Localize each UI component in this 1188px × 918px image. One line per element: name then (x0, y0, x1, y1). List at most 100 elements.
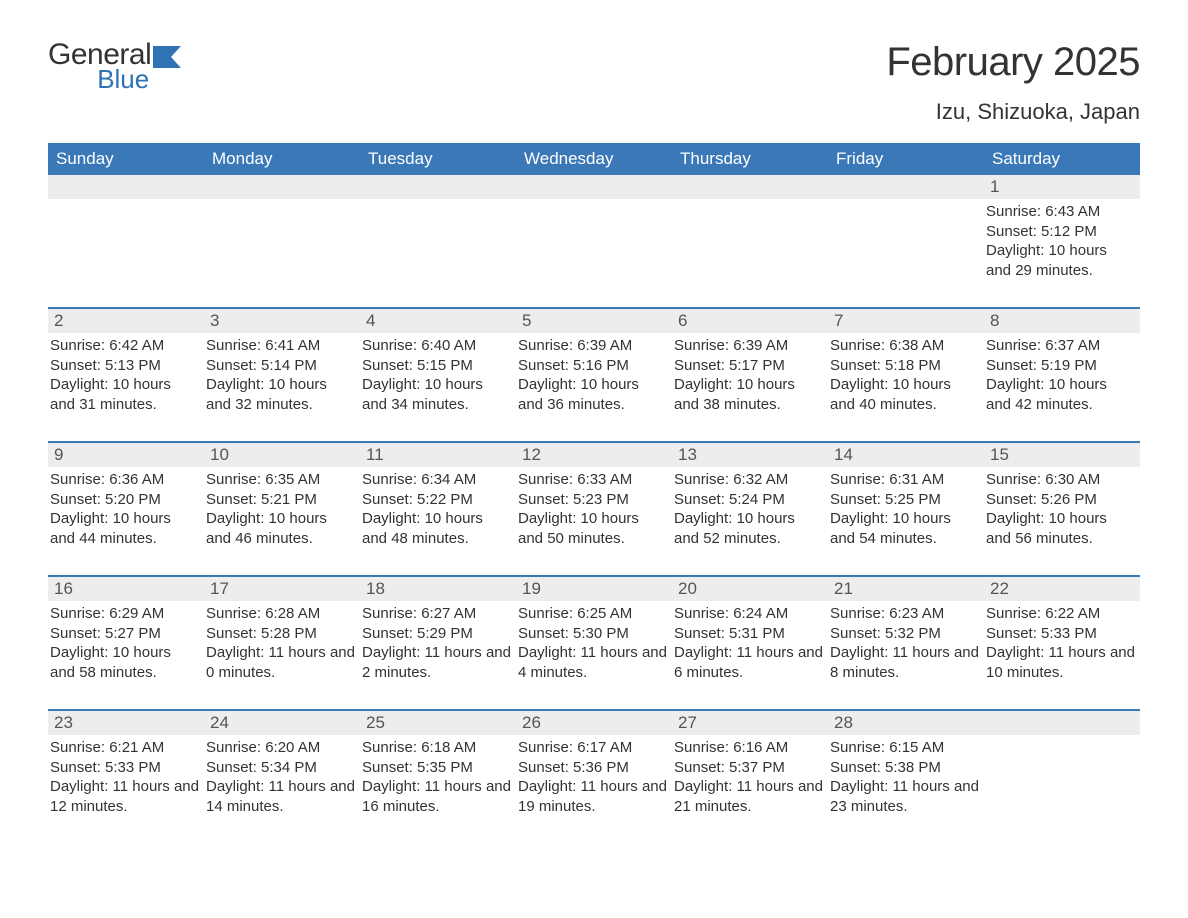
day-cell-5: 5Sunrise: 6:39 AMSunset: 5:16 PMDaylight… (516, 309, 672, 427)
daylight-line: Daylight: 11 hours and 0 minutes. (206, 643, 356, 682)
day-details: Sunrise: 6:41 AMSunset: 5:14 PMDaylight:… (204, 333, 360, 417)
daylight-line: Daylight: 10 hours and 54 minutes. (830, 509, 980, 548)
daylight-line: Daylight: 10 hours and 31 minutes. (50, 375, 200, 414)
brand-logo: General Blue (48, 40, 189, 92)
day-number (828, 175, 984, 199)
day-details: Sunrise: 6:29 AMSunset: 5:27 PMDaylight:… (48, 601, 204, 685)
day-cell-9: 9Sunrise: 6:36 AMSunset: 5:20 PMDaylight… (48, 443, 204, 561)
day-cell-2: 2 Sunrise: 6:42 AMSunset: 5:13 PMDaylight… (48, 309, 204, 427)
day-cell-3: 3Sunrise: 6:41 AMSunset: 5:14 PMDaylight… (204, 309, 360, 427)
sunrise-line: Sunrise: 6:31 AM (830, 470, 980, 490)
day-number: 13 (672, 443, 828, 467)
day-cell-12: 12Sunrise: 6:33 AMSunset: 5:23 PMDayligh… (516, 443, 672, 561)
calendar-weeks: 1Sunrise: 6:43 AMSunset: 5:12 PMDaylight… (48, 175, 1140, 829)
day-cell-1: 1Sunrise: 6:43 AMSunset: 5:12 PMDaylight… (984, 175, 1140, 293)
sunrise-line: Sunrise: 6:24 AM (674, 604, 824, 624)
sunset-line: Sunset: 5:30 PM (518, 624, 668, 644)
day-details: Sunrise: 6:27 AMSunset: 5:29 PMDaylight:… (360, 601, 516, 685)
sunset-line: Sunset: 5:22 PM (362, 490, 512, 510)
daylight-line: Daylight: 10 hours and 38 minutes. (674, 375, 824, 414)
sunset-line: Sunset: 5:38 PM (830, 758, 980, 778)
calendar-grid: SundayMondayTuesdayWednesdayThursdayFrid… (48, 143, 1140, 829)
sunset-line: Sunset: 5:32 PM (830, 624, 980, 644)
day-details: Sunrise: 6:20 AMSunset: 5:34 PMDaylight:… (204, 735, 360, 819)
day-number (672, 175, 828, 199)
day-details: Sunrise: 6:23 AMSunset: 5:32 PMDaylight:… (828, 601, 984, 685)
day-cell-empty (984, 711, 1140, 829)
day-details: Sunrise: 6:30 AMSunset: 5:26 PMDaylight:… (984, 467, 1140, 551)
sunset-line: Sunset: 5:24 PM (674, 490, 824, 510)
day-details: Sunrise: 6:32 AMSunset: 5:24 PMDaylight:… (672, 467, 828, 551)
sunset-line: Sunset: 5:18 PM (830, 356, 980, 376)
sunrise-line: Sunrise: 6:25 AM (518, 604, 668, 624)
day-cell-15: 15Sunrise: 6:30 AMSunset: 5:26 PMDayligh… (984, 443, 1140, 561)
day-cell-13: 13Sunrise: 6:32 AMSunset: 5:24 PMDayligh… (672, 443, 828, 561)
sunset-line: Sunset: 5:33 PM (986, 624, 1136, 644)
sunset-line: Sunset: 5:29 PM (362, 624, 512, 644)
day-details (360, 199, 516, 205)
day-cell-empty (204, 175, 360, 293)
location-subtitle: Izu, Shizuoka, Japan (886, 99, 1140, 125)
day-details: Sunrise: 6:18 AMSunset: 5:35 PMDaylight:… (360, 735, 516, 819)
daylight-line: Daylight: 10 hours and 40 minutes. (830, 375, 980, 414)
day-number: 4 (360, 309, 516, 333)
daylight-line: Daylight: 10 hours and 42 minutes. (986, 375, 1136, 414)
daylight-line: Daylight: 11 hours and 21 minutes. (674, 777, 824, 816)
day-number: 6 (672, 309, 828, 333)
day-number (360, 175, 516, 199)
dow-cell: Sunday (48, 143, 204, 175)
calendar-week: 1Sunrise: 6:43 AMSunset: 5:12 PMDaylight… (48, 175, 1140, 293)
daylight-line: Daylight: 10 hours and 29 minutes. (986, 241, 1136, 280)
day-cell-17: 17Sunrise: 6:28 AMSunset: 5:28 PMDayligh… (204, 577, 360, 695)
sunrise-line: Sunrise: 6:22 AM (986, 604, 1136, 624)
daylight-line: Daylight: 10 hours and 58 minutes. (50, 643, 200, 682)
day-cell-14: 14Sunrise: 6:31 AMSunset: 5:25 PMDayligh… (828, 443, 984, 561)
sunset-line: Sunset: 5:14 PM (206, 356, 356, 376)
sunrise-line: Sunrise: 6:18 AM (362, 738, 512, 758)
daylight-line: Daylight: 11 hours and 8 minutes. (830, 643, 980, 682)
daylight-line: Daylight: 11 hours and 23 minutes. (830, 777, 980, 816)
sunset-line: Sunset: 5:13 PM (50, 356, 200, 376)
dow-cell: Friday (828, 143, 984, 175)
sunrise-line: Sunrise: 6:17 AM (518, 738, 668, 758)
daylight-line: Daylight: 11 hours and 2 minutes. (362, 643, 512, 682)
day-cell-26: 26Sunrise: 6:17 AMSunset: 5:36 PMDayligh… (516, 711, 672, 829)
day-details: Sunrise: 6:28 AMSunset: 5:28 PMDaylight:… (204, 601, 360, 685)
sunrise-line: Sunrise: 6:30 AM (986, 470, 1136, 490)
day-cell-8: 8Sunrise: 6:37 AMSunset: 5:19 PMDaylight… (984, 309, 1140, 427)
day-number: 10 (204, 443, 360, 467)
day-cell-28: 28 Sunrise: 6:15 AMSunset: 5:38 PMDayligh… (828, 711, 984, 829)
day-details: Sunrise: 6:40 AMSunset: 5:15 PMDaylight:… (360, 333, 516, 417)
day-number: 23 (48, 711, 204, 735)
sunrise-line: Sunrise: 6:33 AM (518, 470, 668, 490)
sunrise-line: Sunrise: 6:40 AM (362, 336, 512, 356)
sunset-line: Sunset: 5:15 PM (362, 356, 512, 376)
sunrise-line: Sunrise: 6:39 AM (518, 336, 668, 356)
day-number: 2 (48, 309, 204, 333)
day-cell-27: 27Sunrise: 6:16 AMSunset: 5:37 PMDayligh… (672, 711, 828, 829)
day-number: 19 (516, 577, 672, 601)
sunrise-line: Sunrise: 6:32 AM (674, 470, 824, 490)
day-details: Sunrise: 6:16 AMSunset: 5:37 PMDaylight:… (672, 735, 828, 819)
sunrise-line: Sunrise: 6:16 AM (674, 738, 824, 758)
sunset-line: Sunset: 5:28 PM (206, 624, 356, 644)
day-cell-7: 7Sunrise: 6:38 AMSunset: 5:18 PMDaylight… (828, 309, 984, 427)
day-details: Sunrise: 6:21 AMSunset: 5:33 PMDaylight:… (48, 735, 204, 819)
day-number: 28 (828, 711, 984, 735)
sunrise-line: Sunrise: 6:42 AM (50, 336, 200, 356)
sunrise-line: Sunrise: 6:35 AM (206, 470, 356, 490)
calendar-week: 23Sunrise: 6:21 AMSunset: 5:33 PMDayligh… (48, 709, 1140, 829)
daylight-line: Daylight: 10 hours and 44 minutes. (50, 509, 200, 548)
sunset-line: Sunset: 5:16 PM (518, 356, 668, 376)
sunrise-line: Sunrise: 6:37 AM (986, 336, 1136, 356)
sunset-line: Sunset: 5:37 PM (674, 758, 824, 778)
sunrise-line: Sunrise: 6:28 AM (206, 604, 356, 624)
daylight-line: Daylight: 11 hours and 19 minutes. (518, 777, 668, 816)
sunset-line: Sunset: 5:33 PM (50, 758, 200, 778)
day-number: 17 (204, 577, 360, 601)
dow-cell: Thursday (672, 143, 828, 175)
day-cell-23: 23Sunrise: 6:21 AMSunset: 5:33 PMDayligh… (48, 711, 204, 829)
sunrise-line: Sunrise: 6:15 AM (830, 738, 980, 758)
day-cell-19: 19Sunrise: 6:25 AMSunset: 5:30 PMDayligh… (516, 577, 672, 695)
sunset-line: Sunset: 5:12 PM (986, 222, 1136, 242)
